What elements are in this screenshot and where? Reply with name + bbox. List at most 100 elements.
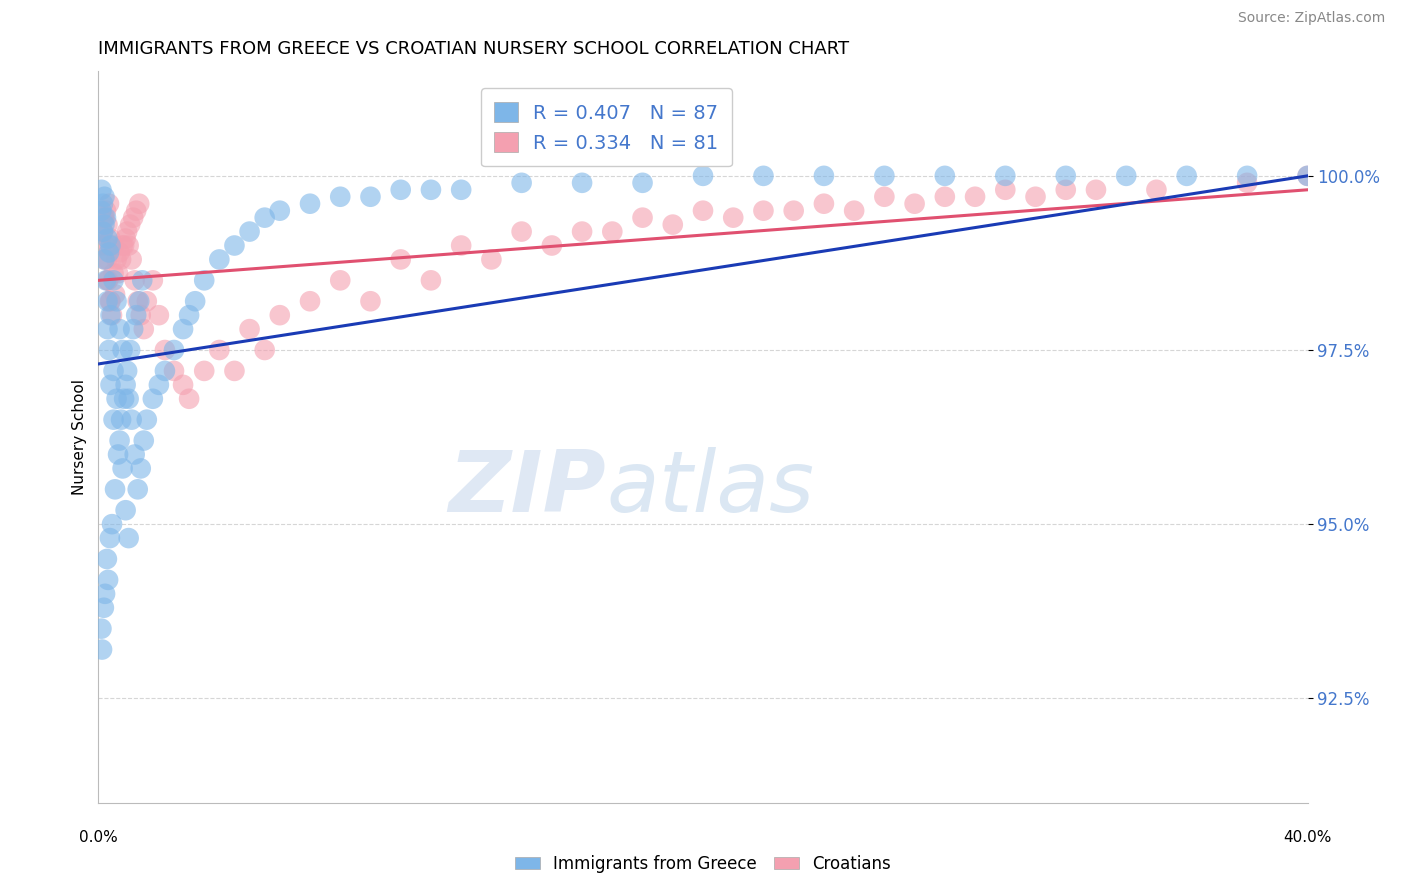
Point bbox=[94, 587, 117, 601]
Point bbox=[148, 377, 170, 392]
Point bbox=[118, 531, 141, 545]
Point bbox=[752, 203, 775, 218]
Point bbox=[813, 169, 835, 183]
Point bbox=[111, 343, 134, 357]
Point bbox=[1175, 169, 1198, 183]
Point bbox=[100, 308, 122, 322]
Point bbox=[103, 273, 125, 287]
Point bbox=[934, 169, 956, 183]
Point bbox=[193, 364, 215, 378]
Point bbox=[103, 266, 125, 280]
Point bbox=[90, 238, 112, 252]
Point bbox=[1054, 169, 1077, 183]
Point bbox=[994, 169, 1017, 183]
Point bbox=[208, 252, 231, 267]
Point bbox=[101, 308, 124, 322]
Point bbox=[631, 211, 654, 225]
Point bbox=[110, 252, 132, 267]
Point bbox=[420, 183, 443, 197]
Point bbox=[105, 392, 128, 406]
Point bbox=[661, 218, 683, 232]
Point bbox=[1236, 169, 1258, 183]
Point bbox=[360, 190, 382, 204]
Point bbox=[100, 294, 122, 309]
Point bbox=[128, 294, 150, 309]
Point bbox=[389, 183, 412, 197]
Point bbox=[131, 273, 153, 287]
Point bbox=[118, 392, 141, 406]
Point bbox=[540, 238, 562, 252]
Point bbox=[100, 377, 122, 392]
Point bbox=[692, 169, 714, 183]
Point bbox=[132, 434, 155, 448]
Point bbox=[1296, 169, 1319, 183]
Point bbox=[125, 203, 148, 218]
Point bbox=[114, 377, 136, 392]
Point bbox=[873, 190, 896, 204]
Point bbox=[90, 203, 112, 218]
Point bbox=[104, 483, 127, 497]
Point bbox=[1146, 183, 1168, 197]
Point bbox=[107, 448, 129, 462]
Point bbox=[103, 364, 125, 378]
Point bbox=[114, 231, 136, 245]
Point bbox=[122, 211, 145, 225]
Point bbox=[571, 176, 593, 190]
Point bbox=[98, 343, 121, 357]
Point bbox=[813, 196, 835, 211]
Point bbox=[115, 225, 138, 239]
Point bbox=[129, 461, 152, 475]
Point bbox=[844, 203, 866, 218]
Point bbox=[105, 252, 128, 267]
Point bbox=[153, 364, 176, 378]
Point bbox=[93, 252, 115, 267]
Point bbox=[124, 273, 146, 287]
Point bbox=[602, 225, 624, 239]
Point bbox=[631, 176, 654, 190]
Point bbox=[510, 225, 533, 239]
Point bbox=[153, 343, 176, 357]
Point bbox=[91, 642, 114, 657]
Point bbox=[93, 252, 115, 267]
Text: Source: ZipAtlas.com: Source: ZipAtlas.com bbox=[1237, 12, 1385, 25]
Point bbox=[94, 273, 117, 287]
Point bbox=[114, 503, 136, 517]
Point bbox=[105, 294, 128, 309]
Point bbox=[94, 203, 117, 218]
Point bbox=[121, 412, 143, 426]
Point bbox=[481, 252, 503, 267]
Point bbox=[91, 225, 114, 239]
Point bbox=[450, 183, 472, 197]
Point bbox=[184, 294, 207, 309]
Point bbox=[510, 176, 533, 190]
Point bbox=[125, 308, 148, 322]
Point bbox=[91, 225, 114, 239]
Point bbox=[96, 322, 118, 336]
Point bbox=[103, 412, 125, 426]
Point bbox=[93, 600, 115, 615]
Point bbox=[96, 231, 118, 245]
Point bbox=[420, 273, 443, 287]
Point bbox=[98, 294, 121, 309]
Point bbox=[723, 211, 745, 225]
Point bbox=[108, 434, 131, 448]
Point bbox=[208, 343, 231, 357]
Point bbox=[1054, 183, 1077, 197]
Legend: R = 0.407   N = 87, R = 0.334   N = 81: R = 0.407 N = 87, R = 0.334 N = 81 bbox=[481, 88, 733, 167]
Point bbox=[110, 412, 132, 426]
Point bbox=[135, 412, 157, 426]
Point bbox=[994, 183, 1017, 197]
Point bbox=[112, 392, 135, 406]
Point bbox=[163, 343, 186, 357]
Text: atlas: atlas bbox=[606, 447, 814, 530]
Point bbox=[98, 531, 121, 545]
Point bbox=[103, 238, 125, 252]
Point bbox=[224, 364, 246, 378]
Point bbox=[90, 622, 112, 636]
Point bbox=[129, 308, 152, 322]
Point bbox=[97, 273, 120, 287]
Point bbox=[253, 343, 276, 357]
Point bbox=[104, 287, 127, 301]
Point bbox=[1236, 176, 1258, 190]
Point bbox=[94, 238, 117, 252]
